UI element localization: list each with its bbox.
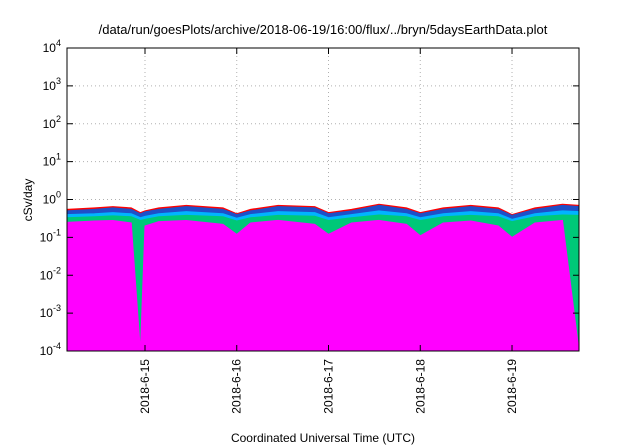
y-tick-label-base: 10 (40, 230, 54, 244)
y-axis-label: cSv/day (21, 179, 35, 222)
y-tick-label: 101 (43, 152, 61, 169)
y-tick-label: 100 (43, 190, 61, 207)
y-tick-label-exponent: 3 (56, 76, 61, 86)
x-tick-label: 2018-6-15 (138, 359, 152, 414)
y-tick-label-base: 10 (43, 41, 57, 55)
y-tick-label-base: 10 (43, 79, 57, 93)
y-tick-label: 102 (43, 114, 61, 131)
y-tick-label: 10-3 (40, 303, 61, 320)
y-tick-label-base: 10 (40, 344, 54, 358)
y-tick-label: 10-4 (40, 341, 61, 358)
y-tick-label-exponent: 0 (56, 190, 61, 200)
x-tick-label: 2018-6-18 (413, 359, 427, 414)
y-tick-label: 104 (43, 38, 61, 55)
y-tick-label-exponent: -3 (53, 303, 61, 313)
y-tick-label-exponent: 1 (56, 152, 61, 162)
y-tick-label-exponent: 4 (56, 38, 61, 48)
series-layer (66, 203, 580, 352)
y-tick-label-base: 10 (43, 117, 57, 131)
y-tick-label-base: 10 (40, 306, 54, 320)
y-tick-label-base: 10 (43, 155, 57, 169)
x-tick-label: 2018-6-17 (322, 359, 336, 414)
y-tick-label: 10-1 (40, 227, 61, 244)
y-tick-label-exponent: -4 (53, 341, 61, 351)
x-tick-label: 2018-6-19 (505, 359, 519, 414)
chart-title: /data/run/goesPlots/archive/2018-06-19/1… (99, 22, 548, 37)
ticks: 10-410-310-210-11001011021031042018-6-15… (40, 38, 579, 414)
y-tick-label-exponent: 2 (56, 114, 61, 124)
y-tick-label: 103 (43, 76, 61, 93)
y-tick-label-base: 10 (40, 268, 54, 282)
y-tick-label: 10-2 (40, 265, 61, 282)
x-tick-label: 2018-6-16 (230, 359, 244, 414)
y-tick-label-base: 10 (43, 193, 57, 207)
x-axis-label: Coordinated Universal Time (UTC) (231, 431, 415, 445)
y-tick-label-exponent: -2 (53, 265, 61, 275)
series-area-4 (66, 219, 580, 352)
y-tick-label-exponent: -1 (53, 227, 61, 237)
